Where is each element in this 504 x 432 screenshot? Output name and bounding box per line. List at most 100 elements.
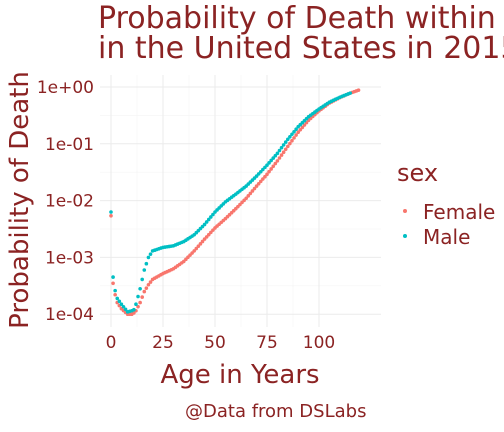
data-point-female xyxy=(273,161,278,166)
data-point-female xyxy=(196,244,201,248)
data-point-female xyxy=(292,136,296,140)
data-point-female xyxy=(267,169,271,174)
y-tick-label: 1e-02 xyxy=(45,192,94,212)
data-point-male xyxy=(281,143,286,147)
data-point-female xyxy=(256,181,261,186)
data-point-male xyxy=(271,156,276,160)
data-point-female xyxy=(356,88,361,92)
data-point-female xyxy=(275,159,280,163)
data-point-female xyxy=(148,280,153,284)
y-axis-label: Probability of Death xyxy=(5,71,35,329)
data-point-female xyxy=(246,194,251,198)
x-tick-label: 75 xyxy=(256,333,278,353)
data-point-female xyxy=(194,246,199,251)
data-point-male xyxy=(277,148,282,153)
data-point-male xyxy=(269,158,273,163)
x-tick-label: 25 xyxy=(152,333,174,353)
y-tick-label: 1e+00 xyxy=(37,78,94,98)
y-tick-label: 1e-01 xyxy=(45,135,94,155)
data-point-female xyxy=(250,189,255,193)
chart-caption: @Data from DSLabs xyxy=(185,401,366,422)
data-point-female xyxy=(294,133,298,137)
data-point-male xyxy=(273,153,278,158)
data-point-male xyxy=(109,210,113,214)
data-point-female xyxy=(263,174,267,179)
data-point-female xyxy=(302,123,307,127)
data-point-male xyxy=(294,127,298,132)
chart-title-line-1: Probability of Death within xyxy=(98,1,496,36)
data-point-male xyxy=(134,302,138,306)
y-axis-ticks: 1e-04 1e-03 1e-02 1e-01 1e+00 xyxy=(37,78,94,325)
data-point-female xyxy=(290,138,294,143)
data-point-male xyxy=(275,151,280,156)
data-point-female xyxy=(248,191,253,196)
data-point-male xyxy=(279,145,284,150)
data-point-female xyxy=(200,239,205,244)
data-point-female xyxy=(109,214,113,218)
data-point-male xyxy=(211,212,215,217)
legend-title: sex xyxy=(397,159,438,187)
data-point-male xyxy=(148,252,153,256)
legend-label-male: Male xyxy=(423,225,470,249)
data-point-female xyxy=(296,130,301,135)
data-point-male xyxy=(204,220,209,224)
data-point-female xyxy=(138,300,142,305)
data-point-female xyxy=(113,292,117,297)
data-point-female xyxy=(142,289,147,294)
y-tick-label: 1e-03 xyxy=(45,248,94,268)
data-point-female xyxy=(111,281,115,286)
x-tick-label: 50 xyxy=(204,333,226,353)
data-point-male xyxy=(123,307,128,312)
data-point-male xyxy=(142,268,147,272)
data-point-female xyxy=(146,282,151,287)
data-points xyxy=(109,88,361,317)
data-point-female xyxy=(288,141,292,146)
data-point-female xyxy=(252,186,257,191)
legend-key-female xyxy=(403,209,407,213)
data-point-female xyxy=(298,128,303,132)
data-point-male xyxy=(206,217,211,222)
data-point-female xyxy=(254,184,259,188)
legend-key-male xyxy=(403,234,407,238)
plot-panel xyxy=(100,75,381,327)
data-point-female xyxy=(269,167,273,171)
data-point-female xyxy=(271,164,276,169)
data-point-female xyxy=(244,196,248,201)
data-point-male xyxy=(209,215,213,219)
data-point-male xyxy=(111,275,115,279)
data-point-female xyxy=(136,304,140,309)
data-point-male xyxy=(146,255,151,260)
x-axis-ticks: 0 25 50 75 100 xyxy=(106,333,336,353)
data-point-male xyxy=(119,302,124,306)
data-point-female xyxy=(277,156,282,160)
x-axis-label: Age in Years xyxy=(160,360,319,390)
data-point-male xyxy=(286,137,290,142)
x-tick-label: 100 xyxy=(303,333,335,353)
data-point-male xyxy=(132,307,136,312)
data-point-male xyxy=(265,163,269,167)
x-tick-label: 0 xyxy=(106,333,117,353)
chart-title-line-2: in the United States in 2015 xyxy=(98,31,504,66)
data-point-male xyxy=(290,132,294,137)
data-point-female xyxy=(279,153,284,157)
data-point-male xyxy=(117,299,122,304)
data-point-male xyxy=(113,288,117,293)
data-point-male xyxy=(292,129,296,134)
data-point-female xyxy=(265,172,269,177)
data-point-female xyxy=(258,179,263,184)
data-point-male xyxy=(140,277,144,282)
y-tick-label: 1e-04 xyxy=(45,305,94,325)
data-point-female xyxy=(198,242,203,246)
data-point-male xyxy=(136,294,140,299)
data-point-male xyxy=(202,222,207,227)
data-point-female xyxy=(261,177,265,181)
grid-lines xyxy=(100,75,381,327)
data-point-male xyxy=(288,134,292,139)
data-point-male xyxy=(267,161,271,165)
data-point-male xyxy=(115,296,120,301)
legend: sex Female Male xyxy=(397,159,495,249)
data-point-female xyxy=(300,125,305,130)
data-point-female xyxy=(286,144,290,149)
data-point-male xyxy=(121,304,126,309)
